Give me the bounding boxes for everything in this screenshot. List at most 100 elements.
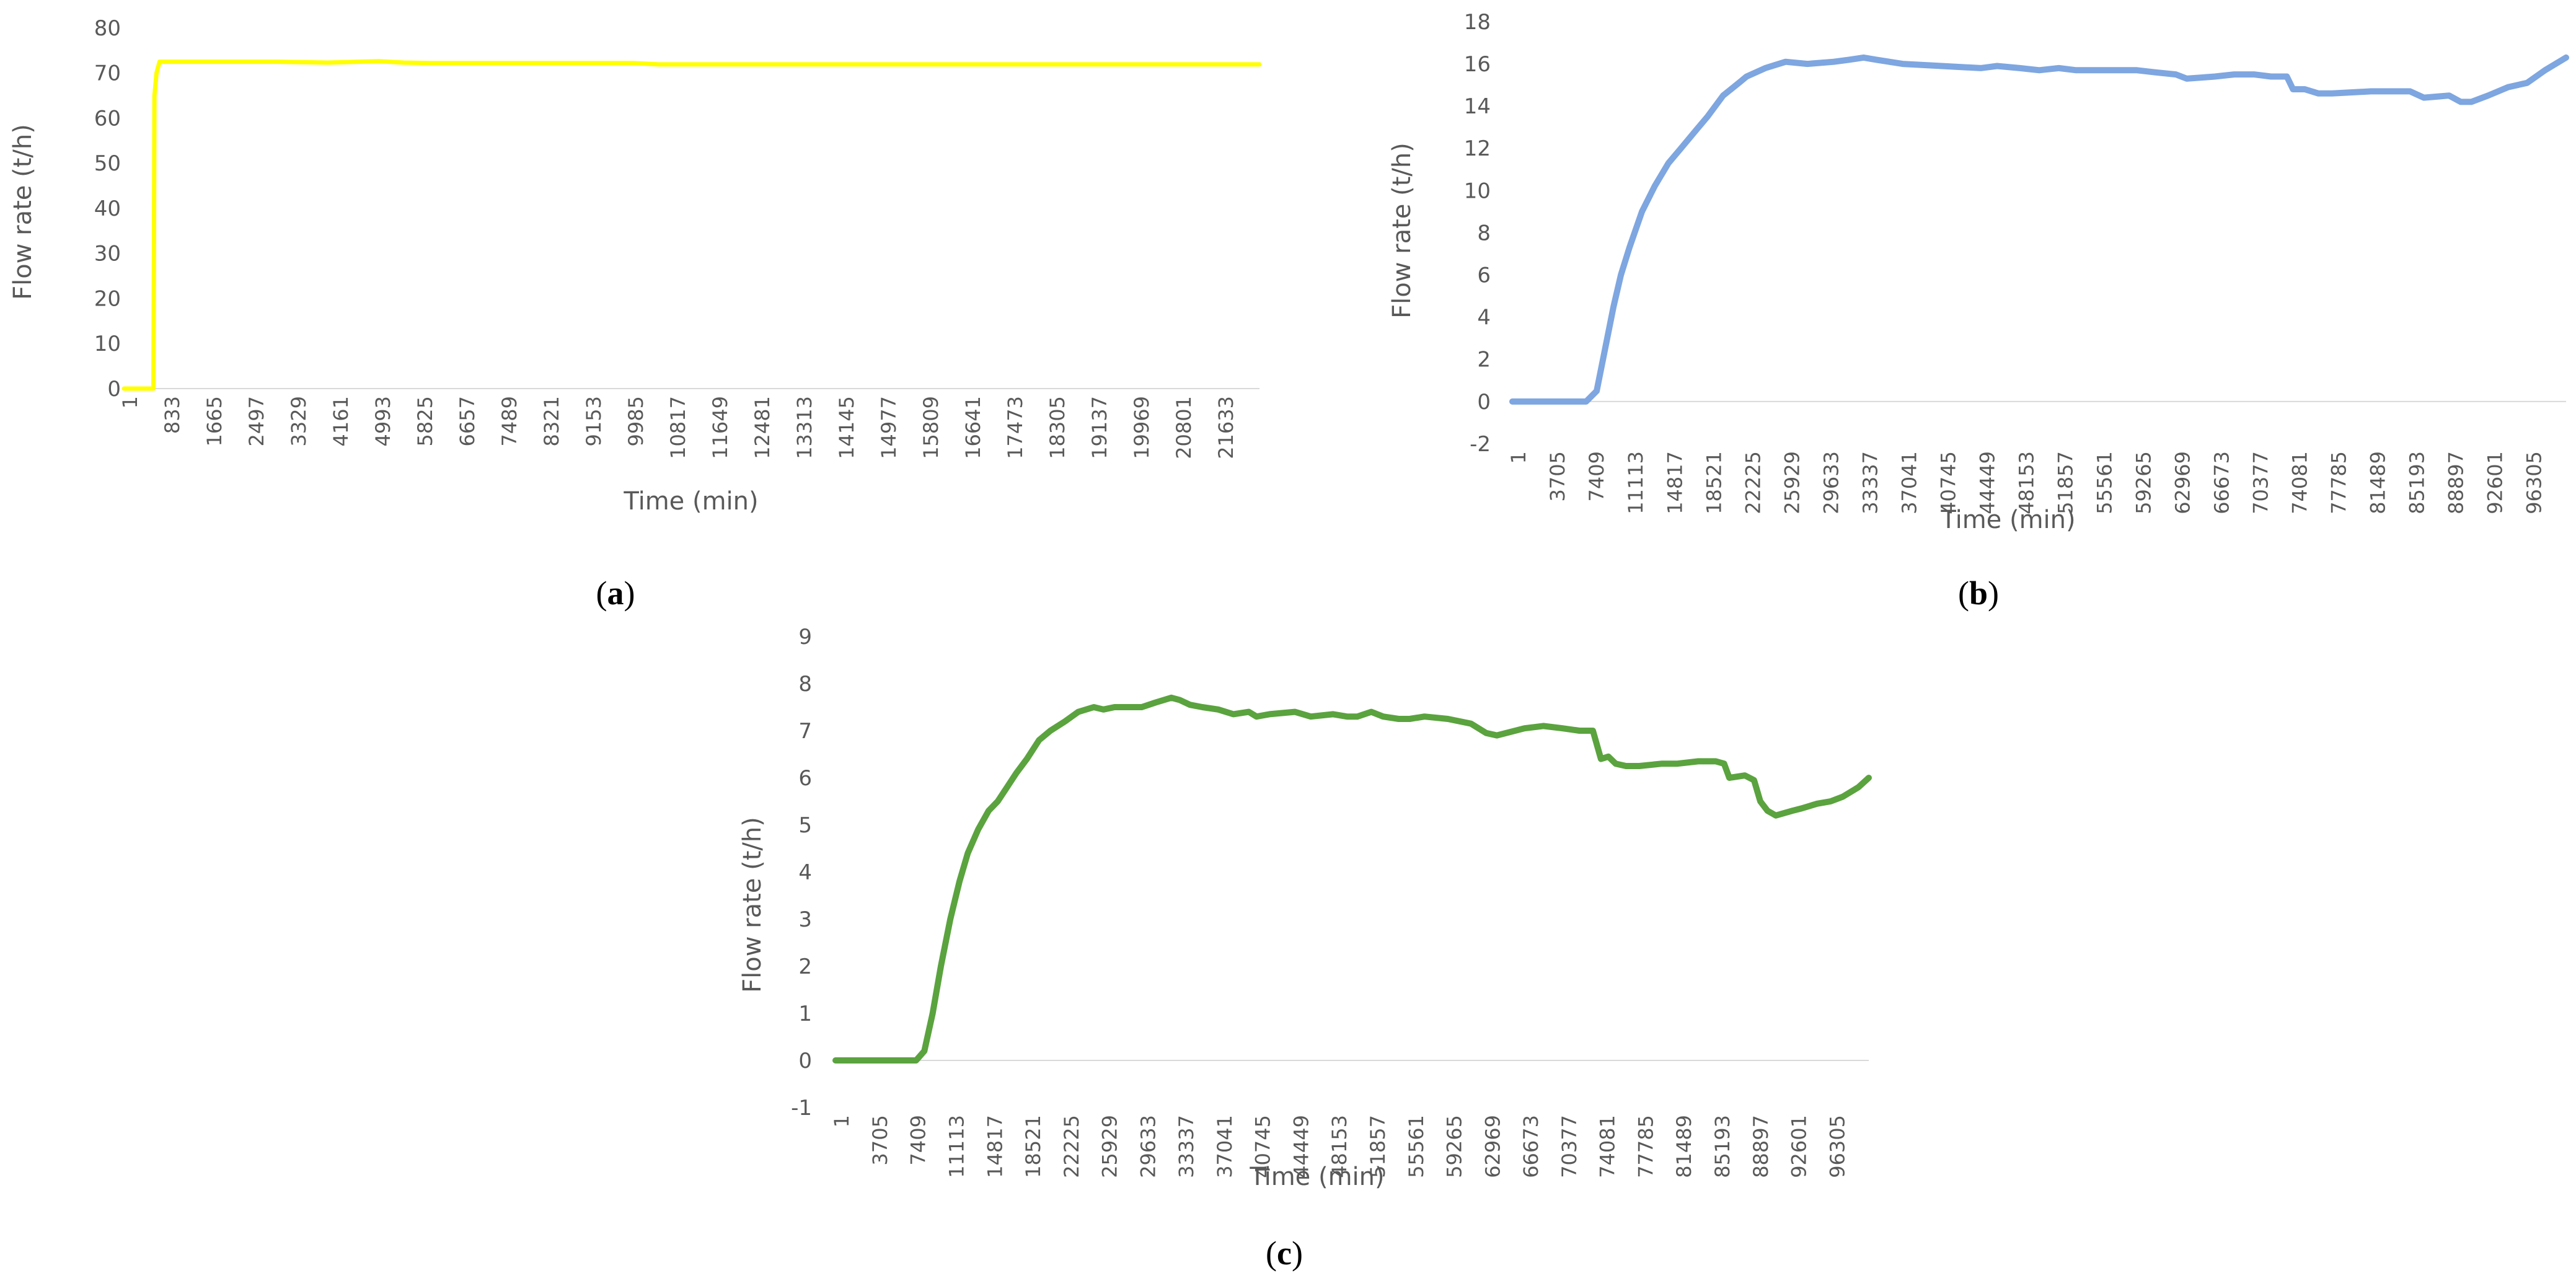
x-tick-label: 8321 (540, 396, 563, 446)
y-tick-label: 2 (798, 954, 812, 979)
y-tick-label: 16 (1464, 52, 1491, 77)
x-tick-label: 18521 (1021, 1115, 1045, 1178)
x-tick-label: 25929 (1780, 451, 1804, 514)
y-tick-labels: -1 0 1 2 3 4 5 6 7 8 9 (791, 625, 812, 1121)
y-tick-label: 50 (94, 151, 121, 176)
x-tick-label: 44449 (1289, 1115, 1313, 1178)
x-tick-label: 1665 (203, 396, 226, 446)
x-tick-label: 14817 (1663, 451, 1687, 514)
x-tick-label: 1 (118, 396, 142, 408)
x-tick-label: 40745 (1251, 1115, 1275, 1178)
x-tick-label: 92601 (1788, 1115, 1811, 1178)
x-tick-label: 77785 (2327, 451, 2351, 514)
x-tick-label: 20801 (1172, 396, 1196, 459)
x-tick-label: 66673 (2210, 451, 2234, 514)
x-axis-title: Time (min) (1940, 506, 2075, 534)
y-tick-label: 6 (1477, 263, 1491, 288)
y-axis-title: Flow rate (t/h) (9, 124, 37, 300)
x-tick-label: 22225 (1741, 451, 1765, 514)
x-tick-label: 44449 (1975, 451, 1999, 514)
x-tick-label: 1 (1507, 451, 1530, 464)
x-tick-label: 22225 (1060, 1115, 1083, 1178)
y-tick-label: 80 (94, 16, 121, 41)
x-tick-label: 96305 (1825, 1115, 1849, 1178)
panel-label-b: (b) (1958, 575, 1999, 612)
y-tick-label: 6 (798, 766, 812, 791)
x-tick-label: 11113 (1624, 451, 1647, 514)
x-tick-label: 2497 (245, 396, 268, 446)
x-tick-label: 25929 (1098, 1115, 1122, 1178)
x-tick-label: 88897 (1749, 1115, 1773, 1178)
y-tick-label: -1 (791, 1096, 812, 1121)
x-tick-label: 66673 (1519, 1115, 1543, 1178)
y-tick-label: 20 (94, 286, 121, 311)
x-tick-label: 81489 (2366, 451, 2390, 514)
series-line (1509, 54, 2569, 405)
x-tick-label: 6657 (456, 396, 479, 446)
x-tick-label: 59265 (2132, 451, 2156, 514)
y-tick-label: 10 (94, 332, 121, 356)
y-tick-label: 4 (1477, 306, 1491, 330)
x-tick-label: 96305 (2523, 451, 2546, 514)
x-tick-label: 48153 (2014, 451, 2038, 514)
x-tick-label: 92601 (2484, 451, 2507, 514)
x-tick-label: 59265 (1443, 1115, 1467, 1178)
x-tick-label: 74081 (2288, 451, 2312, 514)
x-tick-label: 55561 (1405, 1115, 1428, 1178)
chart-panel-a: 0 10 20 30 40 50 60 70 80 1 833 1665 2497 3329 4161 49… (9, 16, 1262, 612)
x-tick-label: 21633 (1214, 396, 1238, 459)
y-tick-label: 8 (1477, 221, 1491, 245)
x-tick-label: 5825 (413, 396, 437, 446)
series-line (121, 59, 1262, 391)
y-tick-label: 8 (798, 672, 812, 697)
panel-label-c: (c) (1266, 1235, 1303, 1272)
x-tick-label: 4993 (371, 396, 395, 446)
x-tick-labels: 1 3705 7409 11113 14817 18521 22225 25929 29633 3… (1507, 451, 2546, 514)
x-tick-label: 18305 (1046, 396, 1069, 459)
x-tick-label: 29633 (1819, 451, 1843, 514)
x-tick-label: 11113 (945, 1115, 969, 1178)
y-tick-label: 7 (798, 719, 812, 744)
x-axis-title: Time (min) (1249, 1163, 1384, 1191)
x-tick-label: 15809 (919, 396, 943, 459)
x-tick-label: 85193 (2406, 451, 2429, 514)
x-tick-label: 16641 (961, 396, 985, 459)
y-tick-label: 30 (94, 242, 121, 266)
y-tick-label: 4 (798, 860, 812, 885)
x-tick-label: 18521 (1702, 451, 1726, 514)
y-tick-label: 10 (1464, 178, 1491, 203)
y-tick-label: 1 (798, 1002, 812, 1026)
x-tick-label: 51857 (2053, 451, 2077, 514)
x-tick-label: 7409 (1585, 451, 1608, 501)
x-tick-label: 4161 (329, 396, 353, 446)
x-tick-label: 3705 (868, 1115, 892, 1165)
x-tick-label: 88897 (2445, 451, 2468, 514)
x-tick-label: 70377 (2249, 451, 2273, 514)
chart-panel-b: -2 0 2 4 6 8 10 12 14 16 18 1 3705 7409 11113 14817 185… (1388, 10, 2569, 612)
y-tick-label: 12 (1464, 136, 1491, 161)
x-tick-label: 74081 (1596, 1115, 1620, 1178)
x-tick-label: 77785 (1634, 1115, 1657, 1178)
y-tick-label: 9 (798, 625, 812, 650)
x-tick-label: 1 (830, 1115, 854, 1127)
x-tick-label: 19969 (1130, 396, 1153, 459)
y-tick-label: 3 (798, 907, 812, 932)
series-line (832, 694, 1872, 1064)
y-tick-label: -2 (1470, 432, 1491, 457)
x-axis-title: Time (min) (623, 487, 758, 516)
x-tick-label: 17473 (1003, 396, 1027, 459)
x-tick-label: 81489 (1672, 1115, 1696, 1178)
y-tick-label: 5 (798, 813, 812, 838)
y-tick-label: 70 (94, 61, 121, 86)
y-tick-label: 14 (1464, 94, 1491, 119)
y-tick-label: 0 (107, 377, 121, 402)
x-tick-label: 3329 (287, 396, 311, 446)
x-tick-label: 7489 (498, 396, 521, 446)
y-tick-label: 18 (1464, 10, 1491, 35)
y-tick-label: 2 (1477, 348, 1491, 372)
x-tick-label: 14145 (835, 396, 858, 459)
x-tick-label: 14977 (877, 396, 901, 459)
x-tick-label: 11649 (708, 396, 732, 459)
y-tick-label: 0 (798, 1049, 812, 1073)
